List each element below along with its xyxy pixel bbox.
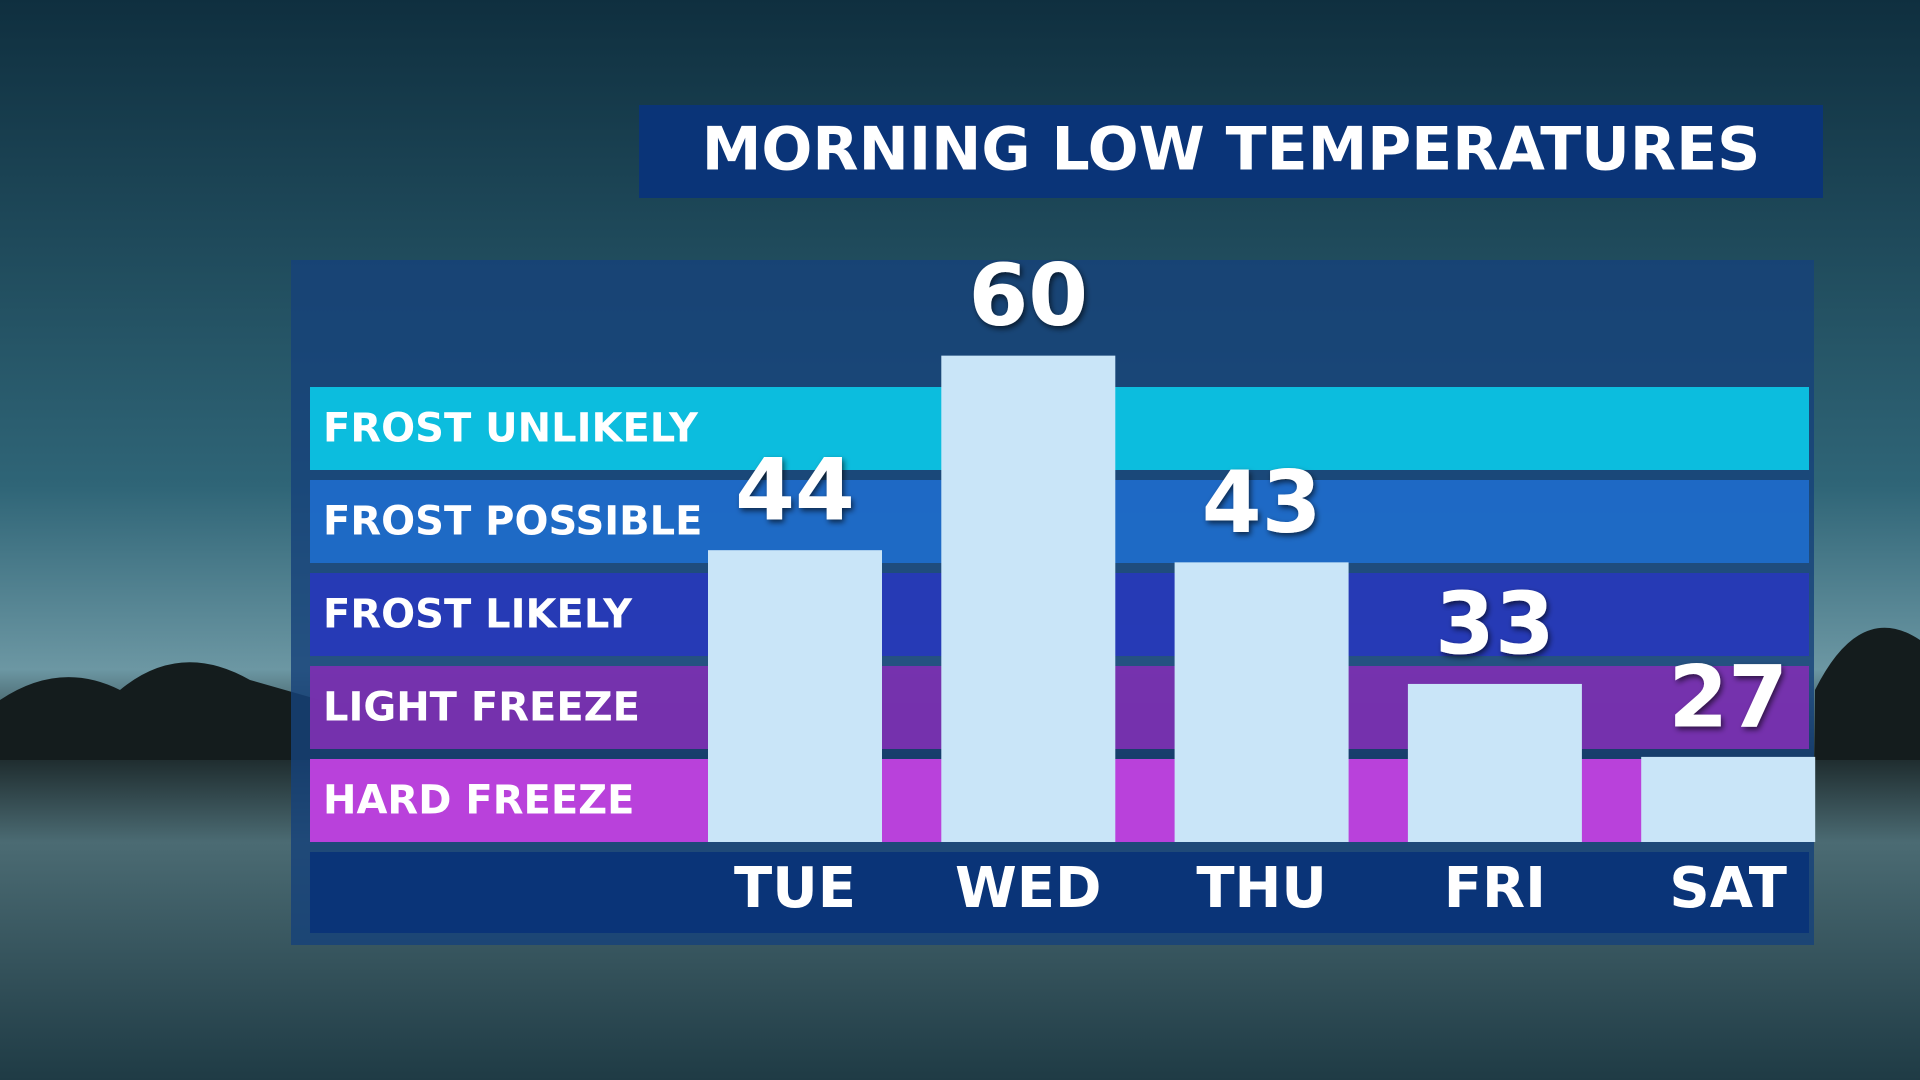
x-tick-label: WED (955, 856, 1102, 921)
bar (1641, 756, 1816, 842)
value-label: 33 (1435, 574, 1555, 674)
bar (708, 550, 882, 842)
value-label: 43 (1202, 453, 1322, 553)
treeline (0, 662, 320, 760)
band-label: FROST LIKELY (323, 592, 633, 638)
chart-title: MORNING LOW TEMPERATURES (702, 115, 1761, 185)
band-label: FROST UNLIKELY (323, 406, 699, 452)
x-tick-label: TUE (734, 856, 856, 921)
treeline (1815, 627, 1920, 760)
title-box (639, 105, 1823, 198)
bar (941, 355, 1116, 842)
x-tick-label: FRI (1444, 856, 1546, 921)
bars: 44 TUE 60 WED 43 THU 33 FRI 27 SAT (708, 246, 1816, 921)
bar (1407, 683, 1582, 842)
band-label: LIGHT FREEZE (323, 685, 640, 731)
x-tick-label: SAT (1669, 856, 1787, 921)
value-label: 27 (1668, 647, 1788, 747)
bar (1174, 562, 1349, 842)
band-label: FROST POSSIBLE (323, 499, 702, 545)
value-label: 44 (735, 441, 855, 541)
value-label: 60 (968, 246, 1088, 346)
band-label: HARD FREEZE (323, 778, 634, 824)
category-strip (310, 852, 1809, 933)
x-tick-label: THU (1196, 856, 1327, 921)
